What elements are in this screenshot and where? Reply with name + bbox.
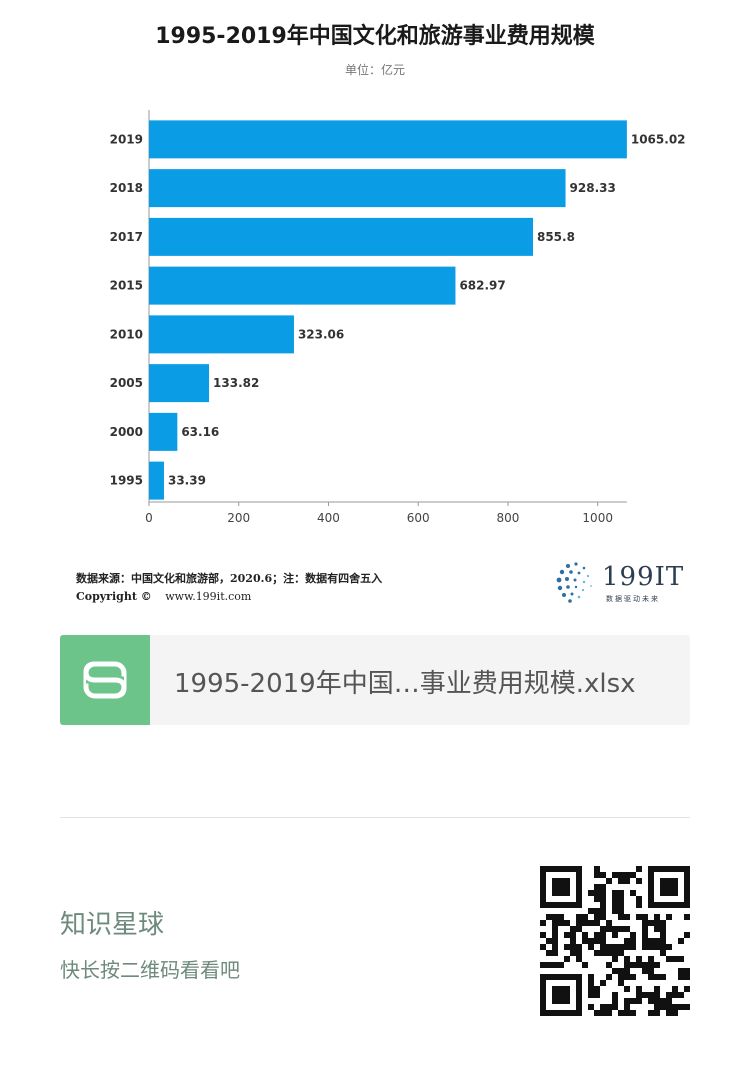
bar [149,364,210,403]
data-label: 928.33 [570,181,616,195]
category-label: 2019 [110,132,143,146]
data-label: 682.97 [459,279,505,293]
brand-logo: 199IT 数据驱动未来 [554,560,694,608]
data-label: 63.16 [181,425,219,439]
category-label: 2018 [110,181,143,195]
x-tick-label: 800 [497,511,520,525]
category-label: 2017 [110,230,143,244]
x-tick-label: 0 [145,511,153,525]
data-label: 323.06 [298,327,344,341]
category-label: 2000 [110,425,143,439]
bar [149,217,533,256]
copyright-line: Copyright © www.199it.com [76,590,251,603]
knowledge-planet-subtitle: 快长按二维码看看吧 [60,958,240,982]
x-tick-label: 600 [407,511,430,525]
data-label: 133.82 [213,376,259,390]
divider [60,817,690,818]
bar [149,461,164,500]
category-label: 2005 [110,376,143,390]
site-url: www.199it.com [165,590,252,603]
bar [149,266,456,305]
data-source-note: 数据来源：中国文化和旅游部，2020.6；注：数据有四舍五入 [76,572,383,585]
chart-subtitle: 单位：亿元 [344,63,405,77]
logo-text: 199IT [602,562,685,592]
category-label: 2015 [110,279,143,293]
x-tick-label: 200 [227,511,250,525]
chart-title: 1995-2019年中国文化和旅游事业费用规模 [155,24,595,49]
bar-chart: 2019 1065.02 2018 928.33 2017 855.8 2015 682.97… [110,110,686,525]
data-label: 855.8 [537,230,575,244]
data-label: 1065.02 [631,132,686,146]
knowledge-planet-title: 知识星球 [60,910,165,940]
spreadsheet-s-icon [60,635,150,725]
bar [149,315,294,354]
data-label: 33.39 [168,474,206,488]
category-label: 2010 [110,327,143,341]
x-tick-label: 1000 [582,511,613,525]
bar [149,169,566,208]
category-label: 1995 [110,474,143,488]
dots-logo-icon [556,562,592,603]
bar [149,412,178,451]
file-attachment-card[interactable]: 1995-2019年中国…事业费用规模.xlsx [60,635,690,725]
logo-slogan: 数据驱动未来 [606,595,660,603]
x-tick-label: 400 [317,511,340,525]
file-name: 1995-2019年中国…事业费用规模.xlsx [174,669,636,699]
bar [149,120,627,159]
copyright-label: Copyright © [76,590,152,603]
qr-code[interactable] [540,866,690,1016]
